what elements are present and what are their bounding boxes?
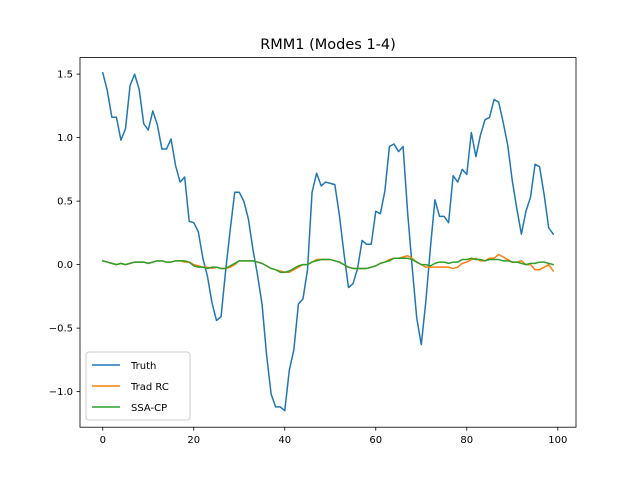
legend-label: SSA-CP	[131, 403, 167, 414]
legend: Truth Trad RC SSA-CP	[85, 351, 191, 421]
series-line-truth	[101, 71, 555, 412]
y-tick-label: −0.5	[49, 324, 73, 335]
y-tick-label: 0.0	[57, 260, 73, 271]
x-tick-label: 100	[548, 435, 567, 446]
legend-label: Truth	[130, 361, 156, 372]
plot-frame	[79, 57, 577, 428]
series-lines	[101, 71, 555, 412]
x-tick-label: 60	[369, 435, 382, 446]
x-tick-label: 40	[278, 435, 291, 446]
y-tick-label: −1.0	[49, 387, 73, 398]
y-tick-label: 1.5	[57, 70, 73, 81]
x-tick-label: 20	[187, 435, 200, 446]
x-tick-label: 80	[460, 435, 473, 446]
x-axis: 0 20 40 60 80 100	[100, 427, 567, 446]
legend-label: Trad RC	[130, 382, 169, 393]
chart-title: RMM1 (Modes 1-4)	[260, 37, 396, 53]
y-tick-label: 1.0	[57, 133, 73, 144]
y-axis: −1.0 −0.5 0.0 0.5 1.0 1.5	[49, 70, 80, 398]
legend-box	[85, 351, 191, 421]
x-tick-label: 0	[100, 435, 106, 446]
series-line-ssa-cp	[101, 257, 555, 273]
y-tick-label: 0.5	[57, 197, 73, 208]
